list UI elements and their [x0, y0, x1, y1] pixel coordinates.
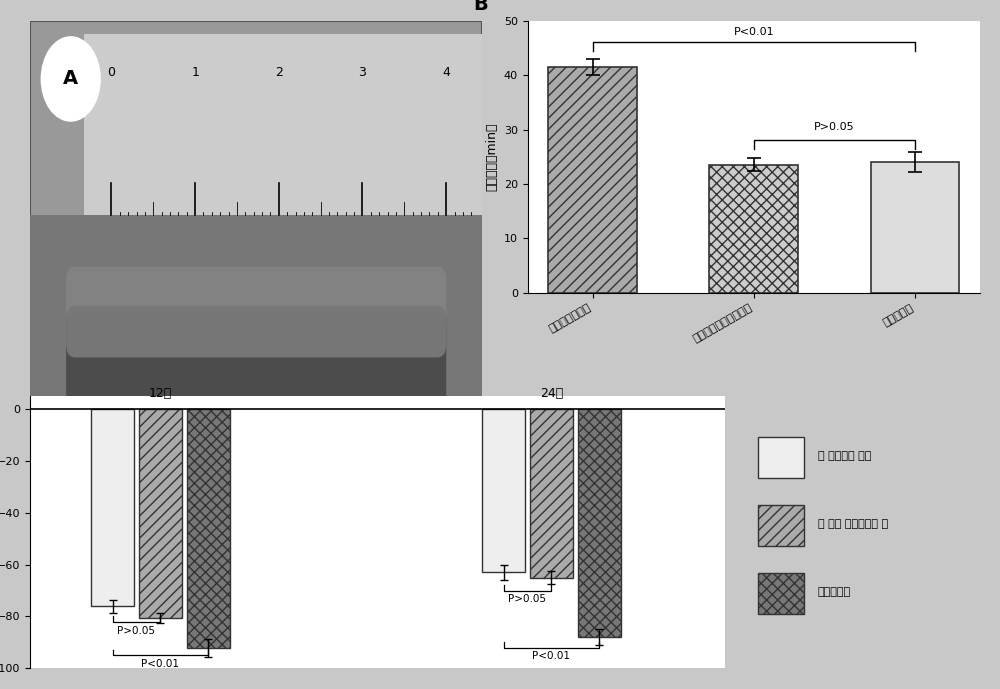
Text: P>0.05: P>0.05 — [117, 626, 155, 635]
Text: P>0.05: P>0.05 — [814, 122, 855, 132]
Text: P<0.01: P<0.01 — [532, 652, 570, 661]
Bar — [578, 409, 621, 637]
FancyBboxPatch shape — [758, 505, 804, 546]
Text: A: A — [63, 70, 78, 88]
Bar — [187, 409, 230, 648]
FancyBboxPatch shape — [758, 573, 804, 614]
Text: P>0.05: P>0.05 — [508, 595, 546, 604]
FancyBboxPatch shape — [30, 215, 482, 668]
Text: 自 体神经移 植组: 自 体神经移 植组 — [818, 451, 871, 461]
Text: 易 缝阵 列微管支架 组: 易 缝阵 列微管支架 组 — [818, 519, 888, 529]
Text: 3: 3 — [359, 66, 366, 79]
Bar — [530, 409, 573, 577]
Y-axis label: 手术时间（min）: 手术时间（min） — [485, 123, 498, 191]
FancyBboxPatch shape — [758, 437, 804, 478]
Text: P<0.01: P<0.01 — [733, 27, 774, 37]
FancyBboxPatch shape — [84, 34, 482, 228]
Text: 4: 4 — [442, 66, 450, 79]
Bar — [91, 409, 134, 606]
Text: 24周: 24周 — [540, 387, 563, 400]
Text: 12周: 12周 — [149, 387, 172, 400]
Bar — [482, 409, 525, 573]
Text: P<0.01: P<0.01 — [141, 659, 179, 669]
Bar — [548, 67, 637, 293]
Bar — [871, 162, 959, 293]
Text: 2: 2 — [275, 66, 283, 79]
Text: 0: 0 — [107, 66, 115, 79]
Text: 1: 1 — [191, 66, 199, 79]
FancyBboxPatch shape — [30, 21, 482, 668]
FancyBboxPatch shape — [66, 306, 446, 409]
Bar — [139, 409, 182, 618]
Text: 中空导管组: 中空导管组 — [818, 587, 851, 597]
Text: B: B — [473, 0, 488, 14]
Circle shape — [41, 37, 100, 121]
Bar — [709, 165, 798, 293]
FancyBboxPatch shape — [66, 267, 446, 358]
FancyBboxPatch shape — [66, 312, 446, 455]
FancyBboxPatch shape — [66, 396, 446, 520]
